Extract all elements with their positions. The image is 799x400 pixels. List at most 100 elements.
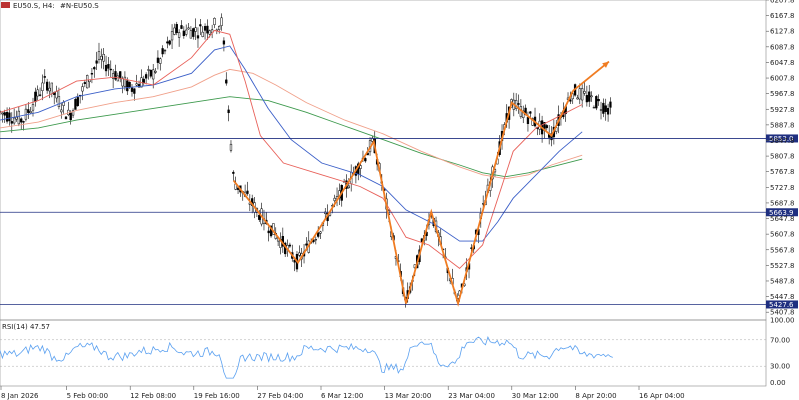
candles [0, 13, 612, 308]
candle [29, 107, 32, 114]
candle [43, 69, 46, 84]
price-tick-label: 5447.8 [770, 293, 795, 301]
ema-trend-line [0, 96, 583, 178]
time-tick-label: 8 Jan 2026 [1, 392, 39, 400]
candle [314, 236, 317, 245]
rsi-frame [0, 319, 767, 387]
candle [154, 68, 157, 74]
candle [232, 170, 235, 181]
candle [281, 227, 284, 253]
candle [206, 19, 209, 41]
candle [133, 88, 136, 101]
rsi-plot[interactable] [0, 336, 766, 379]
price-tick-label: 5767.8 [770, 168, 795, 176]
candle [606, 103, 610, 122]
candle [83, 79, 86, 88]
candle [159, 57, 162, 71]
candle [578, 83, 581, 105]
candle [10, 112, 13, 133]
rsi-tick-label: 100.00 [770, 317, 795, 325]
level-price-label: 5853.0 [769, 135, 794, 143]
time-tick-label: 30 Mar 12:00 [512, 392, 559, 400]
time-tick-label: 23 Mar 04:00 [448, 392, 495, 400]
candle [602, 98, 605, 118]
rsi-label: RSI(14) 47.57 [2, 323, 50, 331]
candle [102, 48, 105, 70]
price-axis: 6207.8 6167.8 6127.8 6087.8 6047.8 6007.8 5967… [766, 0, 795, 317]
candle [335, 187, 339, 207]
candle [288, 242, 292, 248]
candle [24, 104, 28, 122]
symbol-label: EU50.S, H4: [13, 2, 55, 10]
time-axis: 8 Jan 2026 5 Feb 00:00 12 Feb 08:00 19 Feb … [0, 386, 685, 400]
candle [597, 94, 600, 106]
candle [119, 71, 122, 83]
price-tick-label: 5487.8 [770, 277, 795, 285]
candle [189, 26, 193, 39]
candle [55, 85, 58, 103]
level-price-label: 5427.6 [769, 301, 794, 309]
time-tick-label: 27 Feb 04:00 [257, 392, 303, 400]
candle [225, 72, 228, 86]
candle [175, 21, 178, 36]
level-price-box [766, 208, 798, 217]
candle [170, 24, 174, 49]
candle [53, 91, 56, 105]
price-tick-label: 5407.8 [770, 309, 795, 317]
support-resistance-level[interactable]: 5427.6 [0, 300, 798, 309]
candle [149, 69, 152, 79]
candle [536, 126, 539, 136]
price-tick-label: 6047.8 [770, 59, 795, 67]
candle [168, 39, 171, 46]
candle [236, 187, 240, 195]
rsi-tick-label: 70.00 [770, 336, 790, 344]
candle [517, 94, 520, 114]
candle [74, 97, 77, 110]
candle [529, 111, 532, 118]
candle [104, 55, 108, 77]
level-price-box [766, 300, 798, 309]
main-plot[interactable]: 5853.0 5663.9 5427.6 [0, 13, 798, 309]
candle [599, 101, 603, 120]
candle [163, 49, 167, 55]
candle [95, 51, 98, 70]
candle [27, 102, 30, 120]
candle [152, 64, 155, 89]
ema-slow-line [0, 68, 583, 180]
candle [595, 95, 598, 111]
price-tick-label: 5687.8 [770, 199, 795, 207]
price-tick-label: 5927.8 [770, 106, 795, 114]
time-tick-label: 6 Mar 12:00 [321, 392, 363, 400]
arrow-head-icon [602, 61, 609, 68]
candle [144, 72, 148, 85]
candle [38, 87, 42, 97]
price-tick-label: 5567.8 [770, 246, 795, 254]
candle [71, 108, 75, 119]
candle [156, 50, 160, 70]
zigzag-pattern-line[interactable] [232, 90, 574, 307]
candle [185, 24, 188, 37]
projection-arrow[interactable] [572, 60, 610, 92]
candle [3, 109, 6, 123]
candle [581, 82, 584, 108]
level-price-label: 5663.9 [769, 209, 794, 217]
candle [246, 181, 249, 196]
support-resistance-level[interactable]: 5663.9 [0, 208, 798, 217]
candle [592, 105, 596, 109]
candle [8, 107, 11, 126]
candle [317, 226, 320, 239]
main-plot-frame [0, 0, 767, 321]
candle [93, 66, 96, 78]
time-tick-label: 13 Mar 20:00 [385, 392, 432, 400]
candle [109, 60, 112, 78]
candle [515, 93, 518, 112]
rsi-line [0, 336, 613, 379]
candle [60, 103, 63, 119]
price-tick-label: 5847.8 [770, 137, 795, 145]
candle [213, 17, 216, 29]
chart-header: EU50.S, H4: #N-EU50.S [1, 2, 99, 10]
support-resistance-level[interactable]: 5853.0 [0, 134, 798, 143]
flag-icon [1, 2, 10, 8]
candle [111, 68, 115, 89]
